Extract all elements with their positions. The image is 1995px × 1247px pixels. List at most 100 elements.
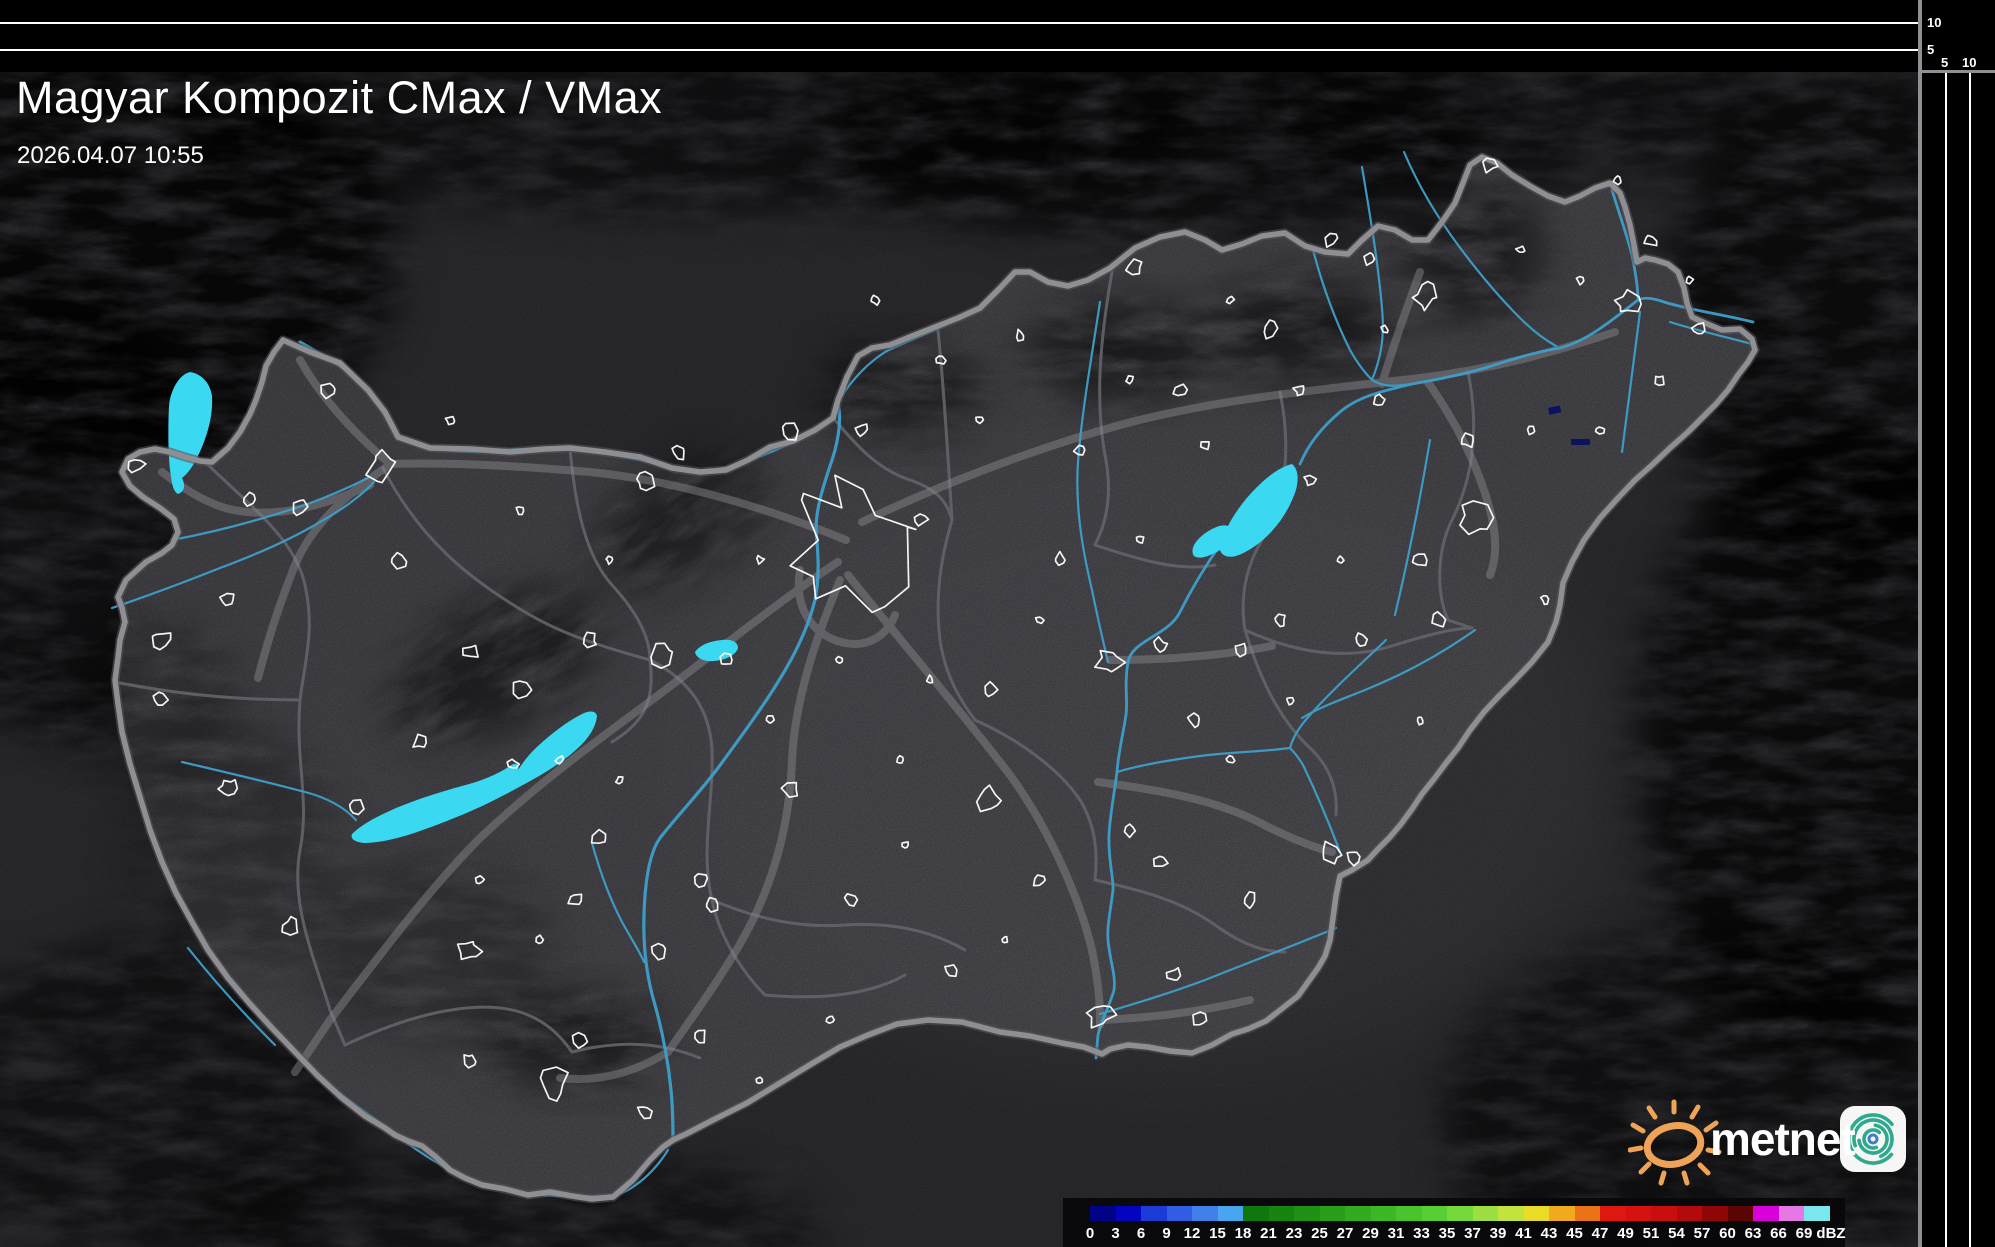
town-outline — [870, 294, 881, 307]
legend-tick-33: 33 — [1413, 1225, 1430, 1242]
legend-swatch-63 — [1753, 1206, 1779, 1221]
legend-tick-21: 21 — [1260, 1225, 1277, 1242]
legend-tick-35: 35 — [1438, 1225, 1456, 1242]
town-outline — [1015, 328, 1025, 342]
town-outline — [1234, 642, 1247, 658]
legend-tick-57: 57 — [1693, 1225, 1711, 1242]
town-outline — [693, 872, 709, 889]
town-outline — [444, 415, 456, 426]
town-outline — [780, 781, 799, 798]
town-outline — [1346, 851, 1361, 867]
legend-swatch-47 — [1600, 1206, 1626, 1221]
town-outline — [1093, 649, 1127, 673]
town-outline — [1152, 855, 1169, 867]
town-outline — [984, 680, 999, 698]
legend-swatch-57 — [1702, 1206, 1728, 1221]
town-outline — [292, 499, 309, 517]
legend-tick-54: 54 — [1668, 1225, 1685, 1242]
town-outline — [1274, 613, 1286, 628]
legend-tick-63: 63 — [1744, 1225, 1762, 1242]
town-outline — [854, 423, 869, 438]
town-outline — [755, 1076, 764, 1085]
town-outline — [242, 491, 257, 508]
town-outline — [650, 642, 674, 670]
town-outline — [582, 631, 597, 649]
town-outline — [1526, 425, 1536, 436]
town-outline — [539, 1066, 569, 1102]
top-profile-gridline-10km — [0, 22, 1920, 24]
right-scale-label-5: 5 — [1941, 55, 1949, 70]
town-outline — [705, 896, 719, 913]
town-outline — [1643, 234, 1658, 247]
town-outline — [1363, 251, 1376, 267]
panel-separator-horizontal — [1918, 70, 1995, 73]
town-outline — [506, 758, 521, 769]
town-outline — [1324, 232, 1339, 248]
town-outline — [1594, 426, 1606, 435]
town-outline — [127, 458, 147, 474]
town-outline — [1355, 632, 1369, 648]
town-outline — [1411, 553, 1428, 567]
town-outline — [825, 1015, 836, 1025]
town-outline — [913, 513, 930, 527]
town-outline — [1225, 754, 1236, 764]
lake-velence — [695, 639, 738, 662]
town-outline — [152, 691, 170, 706]
town-outline — [789, 474, 917, 614]
top-scale-label-5: 5 — [1927, 42, 1935, 57]
town-outline — [1685, 275, 1695, 285]
legend-swatch-41 — [1523, 1206, 1549, 1221]
legend-swatch-25 — [1319, 1206, 1345, 1221]
legend-swatch-35 — [1447, 1206, 1473, 1221]
lake-tisza — [1192, 464, 1298, 558]
town-outline — [1032, 874, 1047, 887]
legend-tick-27: 27 — [1336, 1225, 1354, 1242]
legend-tick-15: 15 — [1209, 1225, 1226, 1242]
legend-tick-37: 37 — [1464, 1225, 1481, 1242]
legend-tick-23: 23 — [1285, 1225, 1303, 1242]
town-outline — [650, 942, 667, 961]
town-outline — [1613, 288, 1642, 313]
legend-tick-51: 51 — [1642, 1225, 1660, 1242]
page-title: Magyar Kompozit CMax / VMax — [16, 72, 663, 123]
legend-swatch-45 — [1574, 1206, 1600, 1221]
town-outline — [1123, 823, 1137, 839]
legend-tick-43: 43 — [1540, 1225, 1558, 1242]
legend-tick-39: 39 — [1489, 1225, 1507, 1242]
town-outline — [1172, 383, 1189, 397]
town-outline — [1411, 280, 1438, 312]
town-outline — [390, 551, 408, 570]
legend-swatch-18 — [1243, 1206, 1269, 1221]
legend-tick-31: 31 — [1387, 1225, 1405, 1242]
town-outline — [456, 940, 484, 961]
legend-swatch-15 — [1217, 1206, 1243, 1221]
town-outline — [1539, 594, 1550, 606]
town-outline — [1514, 245, 1526, 254]
town-outline — [1292, 385, 1305, 397]
town-outline — [535, 934, 545, 945]
town-outline — [975, 416, 985, 425]
town-outline — [719, 652, 733, 665]
town-outline — [843, 892, 859, 907]
town-outline — [1054, 550, 1066, 567]
town-outline — [935, 355, 947, 365]
legend-swatch-39 — [1498, 1206, 1524, 1221]
town-outline — [975, 784, 1003, 813]
town-outline — [512, 680, 533, 700]
metnet-app-icon — [1840, 1106, 1906, 1172]
lake-balaton — [351, 711, 597, 843]
timestamp: 2026.04.07 10:55 — [17, 142, 204, 169]
legend-swatch-27 — [1345, 1206, 1371, 1221]
town-outline — [1199, 440, 1210, 451]
motorways — [158, 268, 1619, 1084]
town-outline — [463, 1054, 477, 1069]
legend-swatch-43 — [1549, 1206, 1575, 1221]
town-outline — [1380, 324, 1389, 334]
dbz-legend: 0 3 6 9 12 15 18 21 23 25 27 29 31 33 35 37 39 41 43 45 47 49… — [1063, 1198, 1846, 1247]
terrain-layer — [0, 72, 1920, 1247]
top-profile-gridline-5km — [0, 49, 1920, 51]
town-outline — [1336, 555, 1345, 564]
town-outline — [1186, 712, 1201, 729]
